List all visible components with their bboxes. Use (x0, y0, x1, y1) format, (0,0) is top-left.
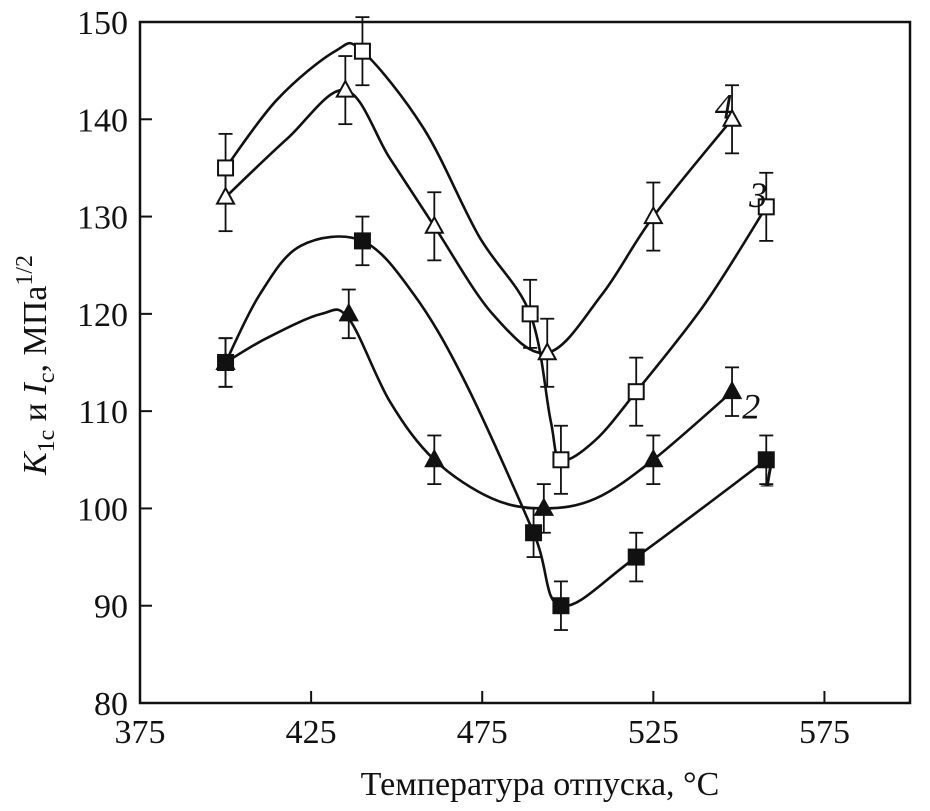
x-tick-label: 525 (628, 714, 679, 751)
y-title-unit-sup: 1/2 (12, 255, 38, 286)
series-3-point (552, 451, 570, 469)
series-3-point (353, 42, 371, 60)
y-tick-label: 100 (77, 491, 128, 528)
series-3-point (521, 305, 539, 323)
y-tick-label: 140 (77, 102, 128, 139)
plot-frame (138, 20, 912, 705)
series-1-point (353, 232, 371, 250)
series-2-point (215, 351, 236, 370)
x-tick-label: 425 (286, 714, 337, 751)
series-4-point (424, 215, 445, 234)
series-1-point (757, 451, 775, 469)
series-1-point (627, 548, 645, 566)
series-4-point (215, 186, 236, 205)
series-2-label: 2 (742, 386, 760, 426)
y-tick-label: 150 (77, 5, 128, 42)
series-curves (224, 41, 768, 608)
y-tick-label: 80 (94, 686, 128, 723)
data-markers (215, 42, 775, 615)
x-tick-label: 475 (457, 714, 508, 751)
y-axis-title: K1c и Ic, МПа1/2 (12, 255, 60, 476)
y-title-i: I (17, 382, 54, 396)
series-1-curve (224, 235, 768, 608)
series-4-label: 4 (715, 87, 733, 127)
x-tick-label: 575 (799, 714, 850, 751)
series-1-point (552, 597, 570, 615)
axis-ticks (139, 21, 826, 704)
series-4-curve (224, 88, 734, 355)
y-tick-label: 90 (94, 589, 128, 626)
axis-tick-labels: 375 425 475 525 575 80 90 100 110 120 130 140 150 (77, 5, 850, 751)
series-2-point (721, 380, 743, 400)
series-3-point (757, 198, 775, 216)
series-2-point (533, 497, 555, 516)
series-3-point (627, 383, 645, 401)
x-axis-title: Температура отпуска, °C (361, 766, 720, 803)
y-tick-label: 110 (78, 394, 128, 431)
series-1-point (525, 524, 543, 542)
series-2-point (424, 448, 445, 468)
y-tick-label: 120 (77, 297, 128, 334)
series-4-point (537, 341, 558, 361)
series-labels: 1 2 3 4 (715, 87, 777, 495)
y-tick-label: 130 (77, 200, 128, 237)
series-2-point (643, 448, 664, 468)
y-title-unit: , МПа (17, 286, 54, 373)
series-3-point (217, 159, 235, 177)
y-title-and: и (17, 395, 54, 430)
series-4-point (721, 108, 743, 127)
series-3-label: 3 (748, 175, 767, 215)
x-tick-label: 375 (115, 714, 166, 751)
series-4-point (643, 205, 664, 225)
series-2-point (338, 302, 359, 322)
y-title-k: K (17, 450, 54, 476)
series-4-point (335, 79, 356, 98)
series-3-curve (224, 41, 768, 462)
y-title-i-sub: c (34, 373, 60, 384)
y-title-k-sub: 1c (34, 430, 60, 453)
series-1-label: 1 (759, 454, 777, 494)
